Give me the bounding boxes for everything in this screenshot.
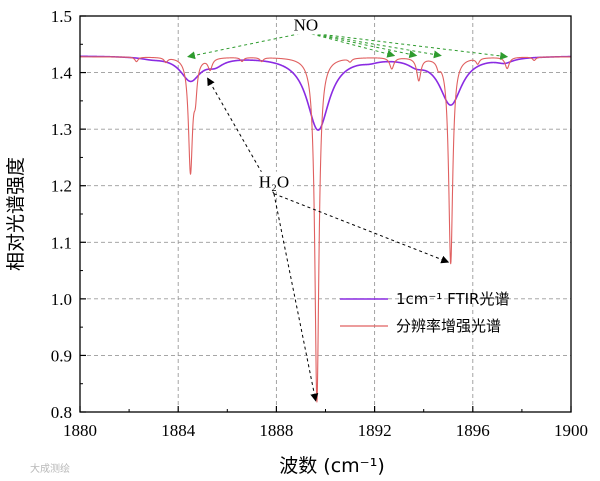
h2o-arrow xyxy=(273,193,450,264)
x-tick-label: 1880 xyxy=(63,421,97,440)
y-tick-label: 1.1 xyxy=(51,233,72,252)
legend-label-enhanced: 分辨率增强光谱 xyxy=(396,317,501,335)
x-axis: 1880 1884 1888 1892 1896 1900 xyxy=(63,406,588,440)
y-tick-label: 0.8 xyxy=(51,403,72,422)
series-enhanced-line xyxy=(80,56,571,403)
legend: 1cm⁻¹ FTIR光谱 分辨率增强光谱 xyxy=(340,290,509,335)
x-tick-label: 1892 xyxy=(358,421,392,440)
y-axis: 0.8 0.9 1.0 1.1 1.2 1.3 1.4 1.5 xyxy=(51,7,86,422)
h2o-arrow xyxy=(207,77,275,194)
series-ftir-line xyxy=(80,55,571,131)
y-axis-title: 相对光谱强度 xyxy=(5,157,27,271)
no-arrow xyxy=(305,31,509,60)
watermark: 大成测绘 xyxy=(30,462,70,475)
no-arrow xyxy=(305,31,442,59)
h2o-label: H₂O xyxy=(259,173,289,192)
h2o-arrow xyxy=(273,193,319,402)
y-tick-label: 1.5 xyxy=(51,7,72,26)
no-arrow xyxy=(305,31,418,59)
no-arrow xyxy=(187,31,306,60)
x-tick-label: 1884 xyxy=(161,421,196,440)
legend-label-ftir: 1cm⁻¹ FTIR光谱 xyxy=(396,290,509,308)
y-tick-label: 1.2 xyxy=(51,177,72,196)
x-tick-label: 1888 xyxy=(259,421,293,440)
no-label-bg xyxy=(286,14,325,35)
series-layer xyxy=(80,55,571,403)
grid-lines xyxy=(80,16,571,412)
no-arrow xyxy=(305,31,396,58)
x-tick-label: 1896 xyxy=(456,421,490,440)
annotation-layer: NO H₂O xyxy=(187,14,509,402)
y-tick-label: 0.9 xyxy=(51,346,72,365)
y-tick-label: 1.0 xyxy=(51,290,72,309)
x-axis-title: 波数 (cm⁻¹) xyxy=(279,455,384,477)
y-tick-label: 1.3 xyxy=(51,120,72,139)
h2o-label-bg xyxy=(254,171,293,192)
no-label: NO xyxy=(294,15,319,34)
x-tick-label: 1900 xyxy=(554,421,588,440)
y-tick-label: 1.4 xyxy=(51,64,73,83)
